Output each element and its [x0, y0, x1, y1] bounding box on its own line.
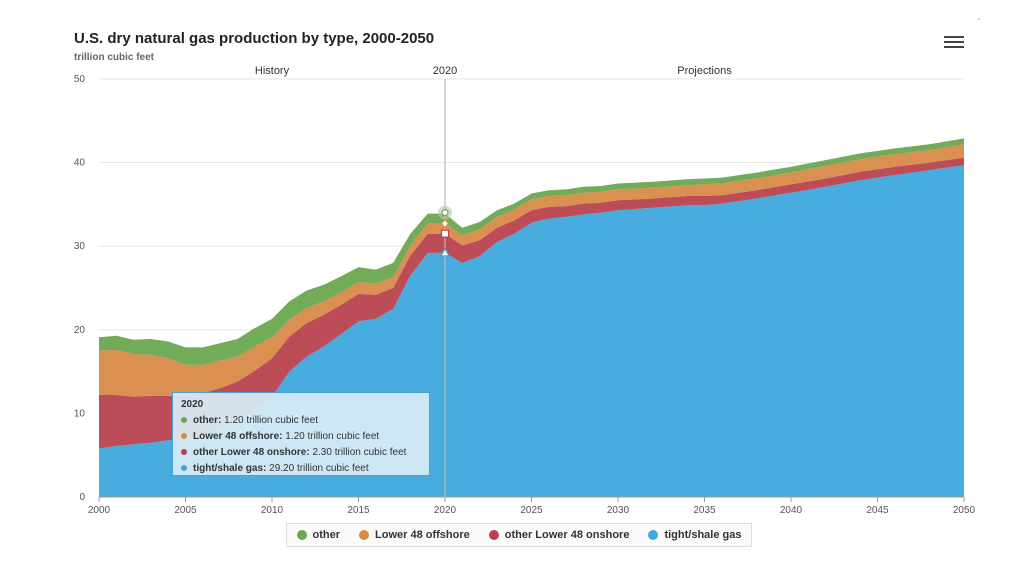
tooltip-row: other: 1.20 trillion cubic feet	[181, 413, 421, 429]
x-tick-label: 2050	[953, 505, 976, 516]
x-tick-label: 2000	[88, 505, 111, 516]
hover-marker-circle	[441, 208, 449, 217]
tooltip-bullet-icon	[181, 433, 187, 440]
decorative-dot	[978, 18, 980, 20]
hover-marker-triangle	[439, 247, 451, 257]
y-tick-label: 50	[74, 74, 86, 85]
legend-swatch-icon	[648, 530, 659, 540]
x-tick-label: 2035	[693, 505, 716, 516]
y-tick-label: 0	[79, 492, 85, 503]
legend-swatch-icon	[488, 530, 499, 540]
chart-title: U.S. dry natural gas production by type,…	[74, 30, 435, 47]
hover-marker-square	[440, 229, 450, 238]
y-tick-label: 20	[74, 325, 86, 336]
divider-year-label: 2020	[433, 65, 457, 77]
area-series-lower-48-offshore	[99, 144, 964, 397]
tooltip-series-value: 29.20 trillion cubic feet	[269, 463, 369, 474]
legend-label: Lower 48 offshore	[375, 529, 470, 541]
hamburger-menu-icon[interactable]	[944, 36, 964, 52]
y-tick-label: 40	[74, 158, 86, 169]
history-label: History	[255, 65, 290, 77]
tooltip-series-name: other:	[193, 415, 222, 426]
tooltip-series-name: other Lower 48 onshore:	[193, 447, 310, 458]
legend-item-other[interactable]: other	[296, 529, 341, 541]
legend-label: other	[312, 529, 341, 541]
x-tick-label: 2015	[347, 505, 370, 516]
tooltip-year: 2020	[181, 399, 204, 410]
tooltip-bullet-icon	[181, 449, 187, 456]
chart-legend: other Lower 48 offshore other Lower 48 o…	[286, 523, 752, 547]
y-tick-label: 10	[74, 408, 86, 419]
tooltip-row: Lower 48 offshore: 1.20 trillion cubic f…	[181, 429, 421, 445]
x-tick-label: 2045	[866, 505, 889, 516]
x-tick-label: 2005	[174, 505, 197, 516]
legend-swatch-icon	[359, 530, 369, 540]
tooltip-series-value: 1.20 trillion cubic feet	[224, 415, 319, 426]
legend-swatch-icon	[296, 530, 307, 540]
legend-item-tight-shale-gas[interactable]: tight/shale gas	[648, 529, 741, 541]
data-tooltip: 2020 other: 1.20 trillion cubic feet Low…	[172, 392, 430, 476]
tooltip-series-name: tight/shale gas:	[193, 463, 267, 474]
y-tick-label: 30	[74, 241, 86, 252]
tooltip-bullet-icon	[181, 417, 187, 424]
legend-label: other Lower 48 onshore	[504, 529, 630, 541]
y-axis-unit-label: trillion cubic feet	[74, 52, 155, 63]
projections-label: Projections	[677, 65, 732, 77]
x-tick-label: 2025	[520, 505, 543, 516]
tooltip-series-name: Lower 48 offshore:	[193, 431, 283, 442]
tooltip-series-value: 1.20 trillion cubic feet	[285, 431, 380, 442]
hover-marker-diamond	[440, 218, 450, 229]
legend-label: tight/shale gas	[664, 529, 742, 541]
tooltip-row: other Lower 48 onshore: 2.30 trillion cu…	[181, 445, 421, 461]
tooltip-series-value: 2.30 trillion cubic feet	[312, 447, 407, 458]
x-tick-label: 2020	[434, 505, 457, 516]
legend-item-other-lower48-onshore[interactable]: other Lower 48 onshore	[488, 529, 630, 541]
tooltip-bullet-icon	[181, 465, 187, 472]
tooltip-row: tight/shale gas: 29.20 trillion cubic fe…	[181, 461, 421, 477]
legend-item-lower48-offshore[interactable]: Lower 48 offshore	[359, 529, 470, 541]
x-tick-label: 2040	[780, 505, 803, 516]
x-tick-label: 2010	[261, 505, 284, 516]
x-tick-label: 2030	[607, 505, 630, 516]
